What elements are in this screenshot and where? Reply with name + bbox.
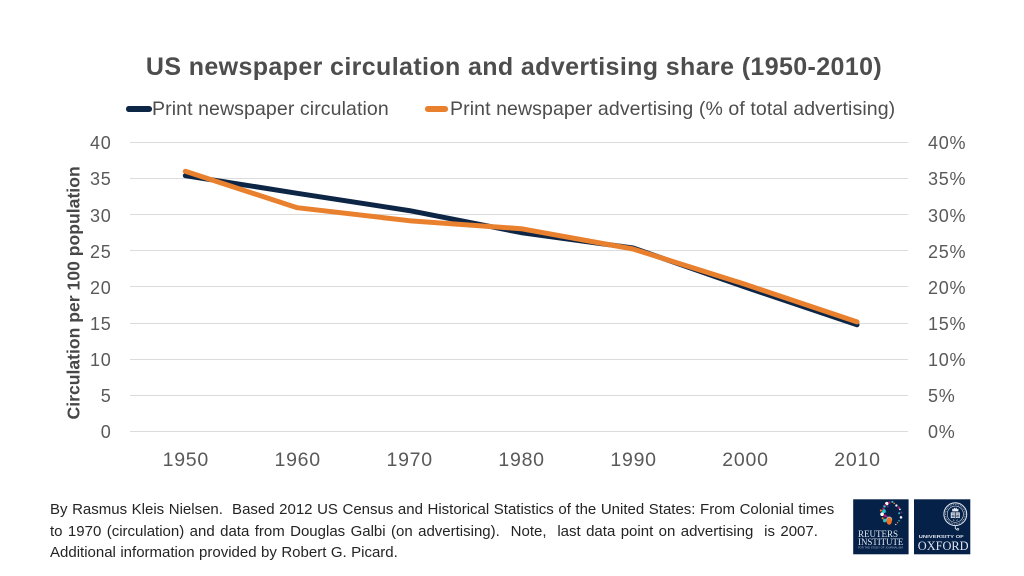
svg-text:REUTERS: REUTERS [858, 529, 898, 539]
svg-text:INSTITUTE: INSTITUTE [858, 537, 903, 547]
svg-text:UNIVERSITY OF: UNIVERSITY OF [919, 534, 964, 539]
svg-text:FOR THE STUDY OF JOURNALISM: FOR THE STUDY OF JOURNALISM [858, 545, 903, 549]
svg-text:OXFORD: OXFORD [918, 539, 969, 553]
